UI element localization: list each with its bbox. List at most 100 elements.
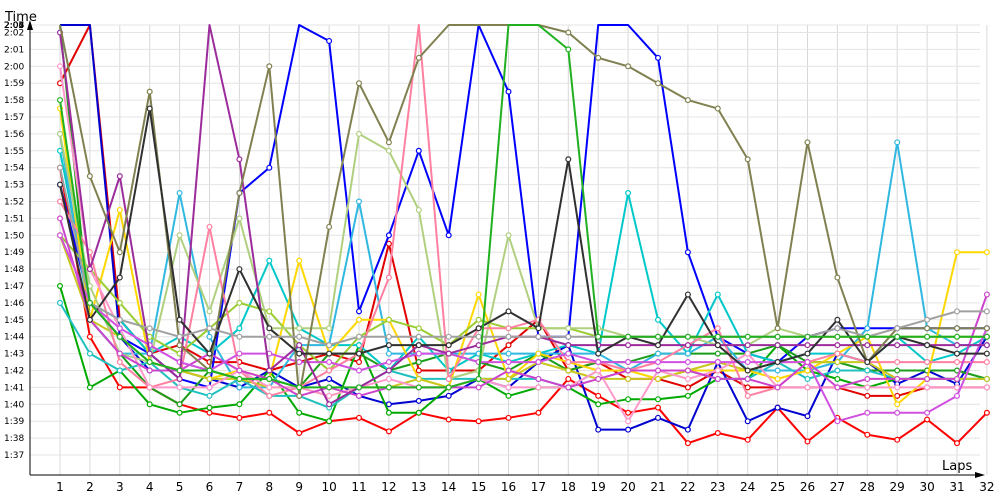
data-point [56,215,63,222]
data-point [595,359,602,366]
data-point [236,414,243,421]
data-point [176,316,183,323]
x-tick-label: 27 [830,480,845,494]
series-group [56,24,990,447]
data-point [924,416,931,423]
data-point [206,404,213,411]
data-point [385,147,392,154]
data-point [356,392,363,399]
data-point [236,367,243,374]
data-point [924,409,931,416]
series-line [59,133,987,389]
x-tick-label: 8 [265,480,273,494]
data-point [714,430,721,437]
data-point [206,325,213,332]
data-point [834,333,841,340]
x-tick-label: 5 [176,480,184,494]
data-point [983,384,990,391]
y-tick-label: 1:41 [4,383,24,393]
data-point [326,418,333,425]
data-point [266,375,273,382]
data-point [684,359,691,366]
data-point [356,80,363,87]
data-point [385,350,392,357]
data-point [266,384,273,391]
data-point [415,333,422,340]
data-point [56,198,63,205]
data-point [654,396,661,403]
data-point [266,325,273,332]
data-point [983,249,990,256]
data-point [684,291,691,298]
data-point [236,190,243,197]
data-point [505,325,512,332]
data-point [236,350,243,357]
data-point [176,401,183,408]
y-tick-label: 1:38 [4,434,24,444]
data-point [206,223,213,230]
data-point [565,325,572,332]
data-point [983,333,990,340]
data-point [356,359,363,366]
data-point [385,401,392,408]
data-point [804,350,811,357]
data-point [684,249,691,256]
data-point [56,63,63,70]
data-point [356,350,363,357]
data-point [415,397,422,404]
y-tick-label: 1:51 [4,214,24,224]
data-point [116,367,123,374]
data-point [176,190,183,197]
data-point [146,88,153,95]
data-point [415,367,422,374]
data-point [296,333,303,340]
data-point [804,375,811,382]
data-point [475,316,482,323]
y-tick-label: 1:43 [4,350,24,360]
data-point [385,367,392,374]
y-tick-label: 1:46 [4,299,24,309]
y-tick-label: 1:57 [4,113,24,123]
data-point [625,426,632,433]
y-tick-label: 1:48 [4,265,24,275]
data-point [326,401,333,408]
data-point [894,401,901,408]
data-point [625,418,632,425]
data-point [505,414,512,421]
data-point [356,333,363,340]
data-point [236,333,243,340]
data-point [774,325,781,332]
data-point [266,63,273,70]
data-point [565,367,572,374]
data-point [116,274,123,281]
data-point [924,316,931,323]
data-point [804,359,811,366]
data-point [116,299,123,306]
data-point [625,333,632,340]
data-point [326,223,333,230]
x-tick-label: 10 [321,480,336,494]
data-point [535,359,542,366]
data-point [86,333,93,340]
data-point [176,232,183,239]
data-point [924,342,931,349]
data-point [236,215,243,222]
series-line [59,66,987,423]
data-point [654,350,661,357]
data-point [266,164,273,171]
data-point [625,359,632,366]
data-point [445,384,452,391]
data-point [834,274,841,281]
data-point [385,274,392,281]
data-point [684,384,691,391]
data-point [654,404,661,411]
data-point [176,375,183,382]
data-point [654,316,661,323]
data-point [804,413,811,420]
data-point [505,333,512,340]
data-point [116,384,123,391]
data-point [684,367,691,374]
y-tick-label: 2:06 [4,21,24,31]
data-point [983,308,990,315]
data-point [475,342,482,349]
